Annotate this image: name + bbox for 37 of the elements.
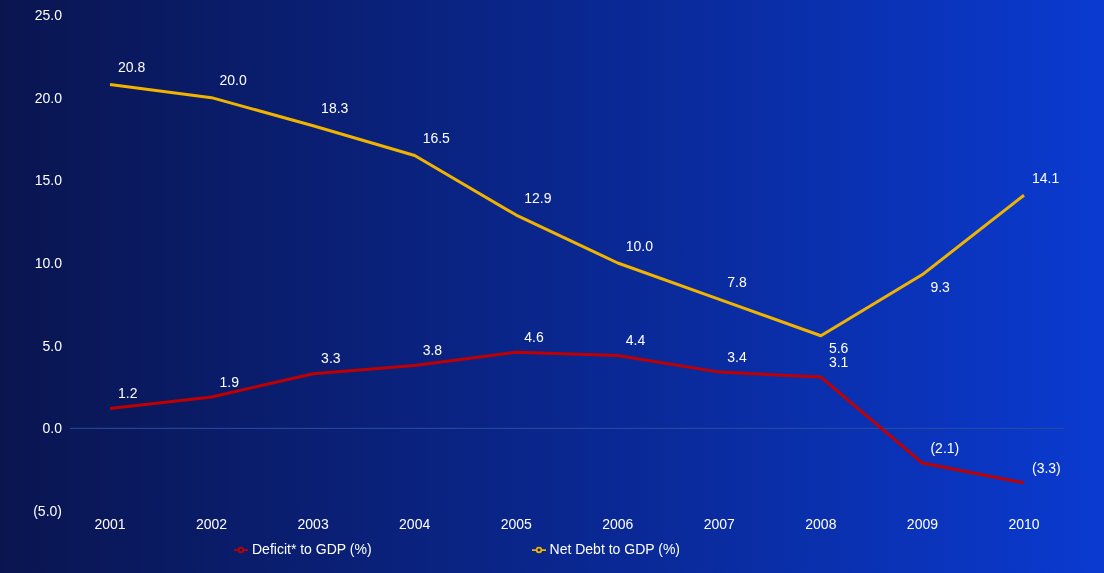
x-tick-label: 2001 <box>94 515 126 532</box>
data-label: 3.8 <box>422 342 443 359</box>
x-tick-label: 2008 <box>805 515 837 532</box>
x-tick-label: 2007 <box>703 515 736 532</box>
data-label: 4.6 <box>524 328 544 345</box>
legend-label: Net Debt to GDP (%) <box>549 541 680 557</box>
x-tick-label: 2010 <box>1008 515 1040 532</box>
x-tick-label: 2002 <box>195 515 228 532</box>
data-label: 16.5 <box>422 130 451 147</box>
data-label: 20.8 <box>118 59 146 76</box>
x-tick-label: 2004 <box>399 515 431 532</box>
data-label: 1.9 <box>219 373 240 390</box>
x-tick-label: 2009 <box>906 515 939 532</box>
legend-label: Deficit* to GDP (%) <box>252 541 372 557</box>
x-tick-label: 2006 <box>602 515 634 532</box>
data-label: 4.4 <box>625 332 646 349</box>
data-label: 3.4 <box>727 348 748 365</box>
y-tick-label: 25.0 <box>34 6 63 23</box>
x-tick-label: 2005 <box>500 515 532 532</box>
data-label: 12.9 <box>524 189 552 206</box>
y-tick-label: (5.0) <box>33 502 62 519</box>
data-label: 1.2 <box>118 385 138 402</box>
data-label: 7.8 <box>727 274 748 291</box>
data-label: (2.1) <box>930 439 960 456</box>
data-label: 18.3 <box>321 100 349 117</box>
y-tick-label: 0.0 <box>42 420 63 437</box>
data-label: 3.3 <box>321 350 341 367</box>
data-label: 10.0 <box>625 237 654 254</box>
data-label: 20.0 <box>219 72 248 89</box>
data-label: 9.3 <box>930 279 951 296</box>
data-label: 14.1 <box>1032 169 1060 186</box>
y-tick-label: 20.0 <box>34 89 63 106</box>
x-tick-label: 2003 <box>297 515 329 532</box>
data-label: (3.3) <box>1032 459 1061 476</box>
y-tick-label: 15.0 <box>34 172 63 189</box>
y-tick-label: 10.0 <box>34 254 63 271</box>
y-tick-label: 5.0 <box>42 337 63 354</box>
